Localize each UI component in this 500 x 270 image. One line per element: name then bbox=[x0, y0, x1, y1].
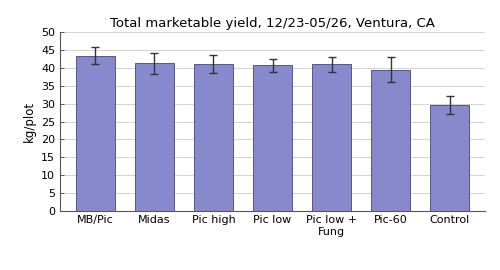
Bar bbox=[76, 56, 114, 211]
Bar bbox=[372, 70, 410, 211]
Bar bbox=[430, 105, 469, 211]
Title: Total marketable yield, 12/23-05/26, Ventura, CA: Total marketable yield, 12/23-05/26, Ven… bbox=[110, 17, 435, 30]
Bar bbox=[312, 65, 350, 211]
Y-axis label: kg/plot: kg/plot bbox=[22, 101, 36, 142]
Bar bbox=[136, 63, 173, 211]
Bar bbox=[254, 65, 292, 211]
Bar bbox=[194, 64, 232, 211]
